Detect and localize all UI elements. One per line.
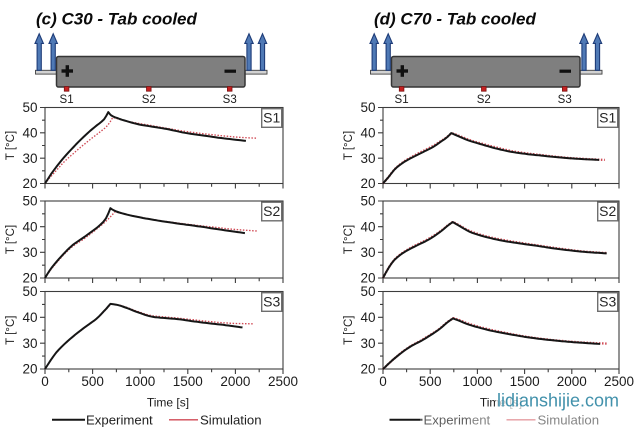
svg-text:500: 500	[81, 374, 104, 389]
svg-text:40: 40	[360, 125, 375, 140]
svg-text:(d) C70 - Tab cooled: (d) C70 - Tab cooled	[374, 10, 536, 29]
svg-text:S2: S2	[142, 94, 156, 106]
svg-text:1500: 1500	[173, 374, 203, 389]
svg-text:T [°C]: T [°C]	[5, 316, 17, 345]
svg-text:0: 0	[379, 374, 387, 389]
svg-text:T [°C]: T [°C]	[343, 131, 355, 160]
svg-text:2500: 2500	[268, 374, 298, 389]
svg-text:(c) C30 - Tab cooled: (c) C30 - Tab cooled	[36, 10, 198, 29]
svg-text:40: 40	[360, 219, 375, 234]
svg-text:T [°C]: T [°C]	[343, 316, 355, 345]
svg-text:T [°C]: T [°C]	[343, 225, 355, 254]
svg-text:50: 50	[22, 100, 37, 115]
svg-text:S3: S3	[558, 94, 572, 106]
svg-text:30: 30	[360, 336, 375, 351]
svg-text:2000: 2000	[220, 374, 250, 389]
svg-text:2000: 2000	[557, 374, 587, 389]
svg-text:40: 40	[22, 310, 37, 325]
svg-text:T [°C]: T [°C]	[5, 225, 17, 254]
svg-text:1500: 1500	[510, 374, 540, 389]
svg-text:lidianshijie.com: lidianshijie.com	[497, 391, 619, 411]
svg-text:40: 40	[22, 219, 37, 234]
svg-text:20: 20	[360, 362, 375, 377]
svg-text:1000: 1000	[462, 374, 492, 389]
svg-text:50: 50	[22, 194, 37, 209]
svg-text:30: 30	[22, 151, 37, 166]
svg-text:S3: S3	[599, 294, 616, 310]
svg-text:Simulation: Simulation	[538, 412, 600, 427]
svg-text:20: 20	[22, 362, 37, 377]
svg-text:S3: S3	[223, 94, 237, 106]
svg-text:50: 50	[360, 194, 375, 209]
svg-text:Time [s]: Time [s]	[147, 396, 189, 410]
svg-text:30: 30	[22, 336, 37, 351]
svg-text:20: 20	[360, 271, 375, 286]
svg-text:50: 50	[22, 284, 37, 299]
svg-text:500: 500	[419, 374, 442, 389]
svg-text:Experiment: Experiment	[424, 412, 491, 427]
svg-text:0: 0	[41, 374, 49, 389]
svg-text:30: 30	[360, 151, 375, 166]
svg-text:40: 40	[360, 310, 375, 325]
svg-text:50: 50	[360, 284, 375, 299]
svg-text:2500: 2500	[604, 374, 634, 389]
svg-text:Simulation: Simulation	[200, 412, 262, 427]
svg-text:20: 20	[360, 176, 375, 191]
svg-text:S2: S2	[263, 203, 280, 219]
svg-text:S1: S1	[599, 110, 616, 126]
svg-text:S3: S3	[263, 294, 280, 310]
svg-text:Experiment: Experiment	[86, 412, 153, 427]
svg-text:20: 20	[22, 271, 37, 286]
svg-text:30: 30	[360, 245, 375, 260]
svg-text:S1: S1	[263, 110, 280, 126]
svg-text:S1: S1	[60, 94, 74, 106]
svg-text:30: 30	[22, 245, 37, 260]
svg-text:S2: S2	[599, 203, 616, 219]
svg-text:20: 20	[22, 176, 37, 191]
svg-text:S1: S1	[395, 94, 409, 106]
svg-text:1000: 1000	[125, 374, 155, 389]
svg-text:40: 40	[22, 125, 37, 140]
svg-text:S2: S2	[477, 94, 491, 106]
svg-text:T [°C]: T [°C]	[5, 131, 17, 160]
svg-text:50: 50	[360, 100, 375, 115]
